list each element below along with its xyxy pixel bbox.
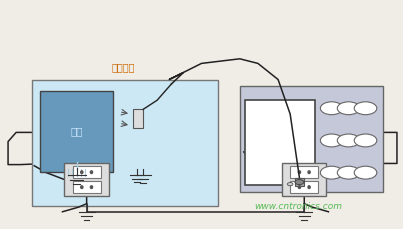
Ellipse shape [80, 170, 84, 174]
Ellipse shape [89, 170, 93, 174]
Circle shape [354, 134, 377, 147]
Text: 被測器件: 被測器件 [111, 62, 135, 72]
Circle shape [287, 183, 293, 186]
Bar [73, 166, 101, 179]
Bar [73, 181, 101, 194]
Bar [240, 87, 383, 192]
Circle shape [320, 102, 343, 115]
Circle shape [354, 102, 377, 115]
Circle shape [337, 102, 360, 115]
Ellipse shape [80, 185, 84, 189]
Bar [290, 166, 318, 179]
Bar [40, 92, 113, 172]
Bar [290, 181, 318, 194]
Bar [133, 110, 143, 128]
Circle shape [337, 134, 360, 147]
Ellipse shape [307, 185, 311, 189]
Bar [245, 101, 315, 185]
Bar [295, 178, 304, 187]
Bar [32, 80, 218, 206]
Circle shape [295, 180, 304, 185]
Circle shape [337, 166, 360, 179]
Ellipse shape [307, 170, 311, 174]
Ellipse shape [297, 185, 301, 189]
Text: 電源: 電源 [70, 125, 83, 136]
Bar [282, 164, 326, 196]
Ellipse shape [297, 170, 301, 174]
Circle shape [354, 166, 377, 179]
Text: www.cntronics.com: www.cntronics.com [254, 202, 342, 211]
Circle shape [320, 166, 343, 179]
Bar [64, 164, 109, 196]
Circle shape [320, 134, 343, 147]
Ellipse shape [89, 185, 93, 189]
